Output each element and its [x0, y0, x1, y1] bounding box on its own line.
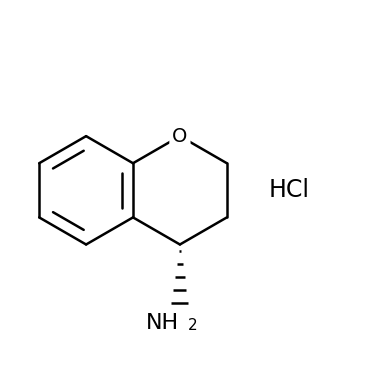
- Text: HCl: HCl: [269, 178, 310, 202]
- Text: NH: NH: [146, 313, 179, 333]
- Text: 2: 2: [188, 318, 197, 333]
- Text: O: O: [172, 127, 188, 146]
